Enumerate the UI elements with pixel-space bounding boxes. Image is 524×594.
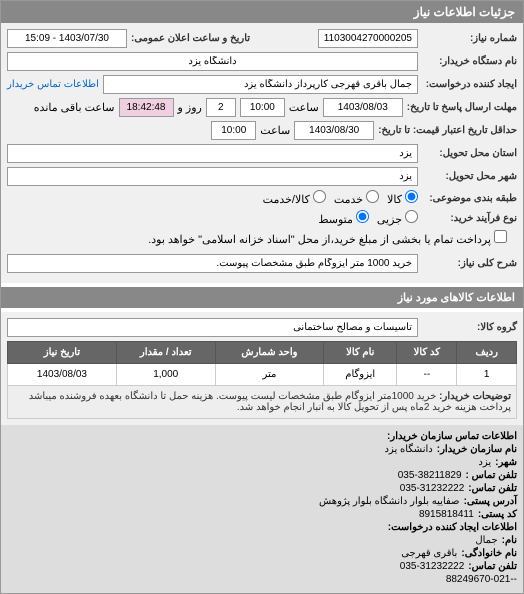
- table-row: 1 -- ایزوگام متر 1,000 1403/08/03: [8, 364, 517, 386]
- summary-input[interactable]: [7, 254, 418, 273]
- contact-phone: 035-38211829: [398, 470, 462, 481]
- radio-service[interactable]: خدمت: [334, 190, 379, 206]
- th-code: کد کالا: [397, 342, 457, 364]
- contact-city: یزد: [478, 457, 491, 468]
- need-number-label: شماره نیاز:: [422, 33, 517, 44]
- contact-address: صفاییه بلوار دانشگاه بلوار پژوهش: [319, 496, 460, 507]
- city-label: شهر محل تحویل:: [422, 171, 517, 182]
- announce-date-input[interactable]: [7, 29, 127, 48]
- th-qty: تعداد / مقدار: [116, 342, 215, 364]
- contact-address-label: آدرس پستی:: [464, 496, 517, 507]
- th-row: ردیف: [457, 342, 517, 364]
- need-details-panel: جزئیات اطلاعات نیاز شماره نیاز: تاریخ و …: [0, 0, 524, 594]
- request-creator-input[interactable]: [103, 75, 418, 94]
- cphone: 035-31232222: [400, 561, 465, 572]
- announce-date-label: تاریخ و ساعت اعلان عمومی:: [131, 33, 250, 44]
- deadline-time-label: ساعت: [289, 101, 319, 114]
- panel-title: جزئیات اطلاعات نیاز: [1, 1, 523, 23]
- buyer-desc-label: توضیحات خریدار:: [439, 391, 511, 402]
- contact-postal-label: کد پستی:: [478, 509, 517, 520]
- contact-link[interactable]: اطلاعات تماس خریدار: [7, 79, 99, 90]
- org-name-label: نام سازمان خریدار:: [437, 444, 517, 455]
- deadline-label: مهلت ارسال پاسخ تا تاریخ:: [407, 102, 517, 113]
- fname-label: نام:: [502, 535, 517, 546]
- contact-city-label: شهر:: [495, 457, 517, 468]
- deadline-time-input[interactable]: [240, 98, 285, 117]
- th-unit: واحد شمارش: [215, 342, 324, 364]
- remaining-time-label: ساعت باقی مانده: [34, 101, 115, 114]
- radio-goods[interactable]: کالا: [387, 190, 418, 206]
- creator-section-title: اطلاعات ایجاد کننده درخواست:: [388, 522, 517, 533]
- validity-date-input[interactable]: [294, 121, 374, 140]
- th-name: نام کالا: [324, 342, 397, 364]
- days-label: روز و: [178, 101, 202, 114]
- process-label: نوع فرآیند خرید:: [422, 213, 517, 224]
- validity-time-label: ساعت: [260, 124, 290, 137]
- contact-fax: 035-31232222: [400, 483, 465, 494]
- contact-postal: 8915818411: [419, 509, 474, 520]
- province-label: استان محل تحویل:: [422, 148, 517, 159]
- device-name-input[interactable]: [7, 52, 418, 71]
- category-label: طبقه بندی موضوعی:: [422, 193, 517, 204]
- validity-label: حداقل تاریخ اعتبار قیمت: تا تاریخ:: [378, 125, 517, 136]
- contact-fax-label: تلفن تماس:: [468, 483, 517, 494]
- fname: جمال: [475, 535, 497, 546]
- buyer-desc-row: توضیحات خریدار: خرید 1000متر ایزوگام طبق…: [8, 386, 517, 419]
- city-input[interactable]: [7, 167, 418, 186]
- radio-medium[interactable]: متوسط: [318, 210, 369, 226]
- province-input[interactable]: [7, 144, 418, 163]
- contact-info-block: اطلاعات تماس سازمان خریدار: نام سازمان خ…: [1, 425, 523, 593]
- days-input[interactable]: [206, 98, 236, 117]
- th-date: تاریخ نیاز: [8, 342, 117, 364]
- org-name: دانشگاه یزد: [384, 444, 432, 455]
- summary-label: شرح کلی نیاز:: [422, 258, 517, 269]
- contact-phone-label: تلفن تماس :: [466, 470, 517, 481]
- validity-time-input[interactable]: [211, 121, 256, 140]
- form-section: شماره نیاز: تاریخ و ساعت اعلان عمومی: نا…: [1, 23, 523, 283]
- cphone-label: تلفن تماس:: [468, 561, 517, 572]
- goods-section-title: اطلاعات کالاهای مورد نیاز: [1, 287, 523, 308]
- radio-small[interactable]: جزیی: [377, 210, 418, 226]
- remaining-time-input[interactable]: [119, 98, 174, 117]
- radio-goods-service[interactable]: کالا/خدمت: [263, 190, 326, 206]
- need-number-input[interactable]: [318, 29, 418, 48]
- goods-table: ردیف کد کالا نام کالا واحد شمارش تعداد /…: [7, 341, 517, 419]
- deadline-date-input[interactable]: [323, 98, 403, 117]
- contact-section-title: اطلاعات تماس سازمان خریدار:: [387, 431, 517, 442]
- goods-section: گروه کالا: ردیف کد کالا نام کالا واحد شم…: [1, 312, 523, 425]
- lname: باقری قهرجی: [401, 548, 457, 559]
- goods-group-label: گروه کالا:: [422, 322, 517, 333]
- device-name-label: نام دستگاه خریدار:: [422, 56, 517, 67]
- goods-group-input[interactable]: [7, 318, 418, 337]
- request-creator-label: ایجاد کننده درخواست:: [422, 79, 517, 90]
- lname-label: نام خانوادگی:: [461, 548, 517, 559]
- category-radio-group: کالا خدمت کالا/خدمت: [263, 190, 418, 206]
- payment-checkbox[interactable]: پرداخت تمام یا بخشی از مبلغ خرید،از محل …: [148, 230, 507, 246]
- process-radio-group: جزیی متوسط: [318, 210, 418, 226]
